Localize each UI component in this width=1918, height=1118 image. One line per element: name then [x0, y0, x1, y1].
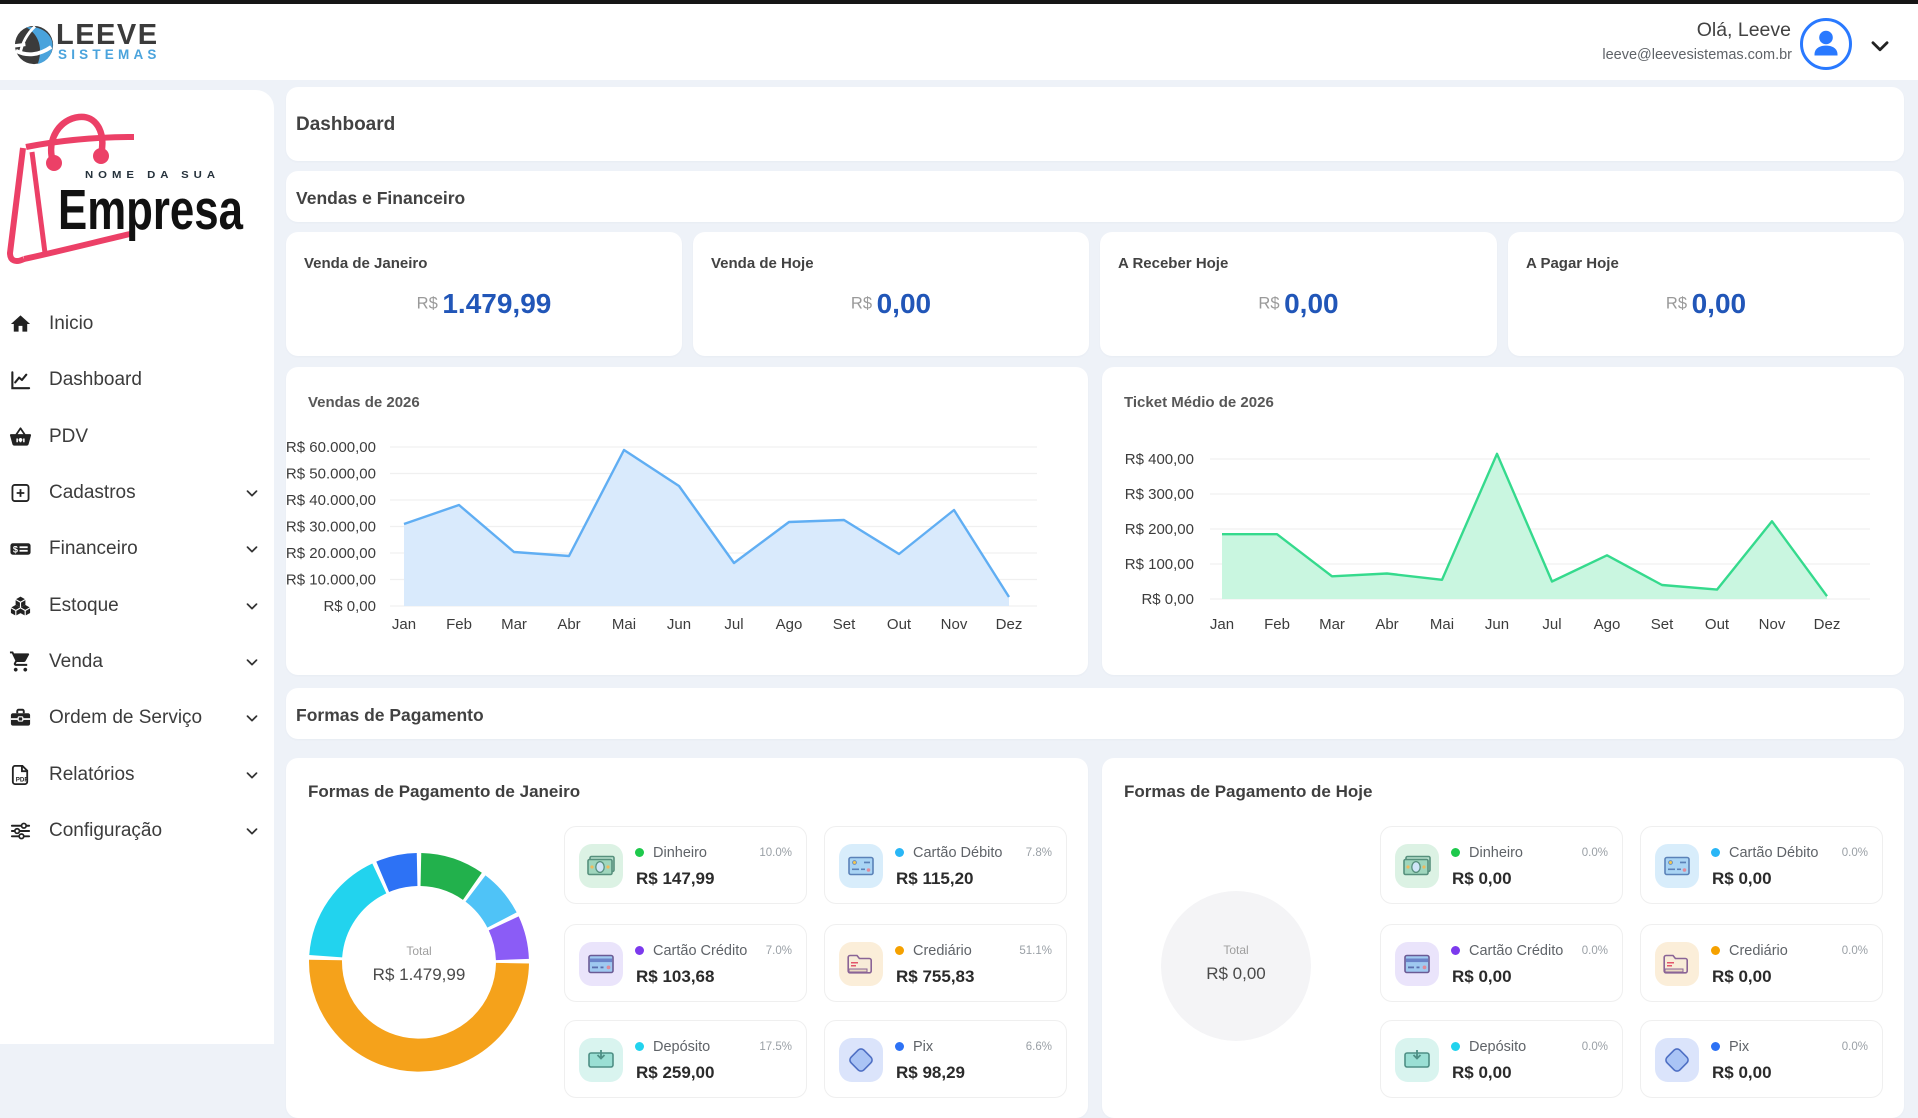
- svg-text:R$ 100,00: R$ 100,00: [1125, 556, 1194, 573]
- svg-text:Nov: Nov: [941, 616, 968, 633]
- svg-text:Mar: Mar: [501, 616, 527, 633]
- svg-text:R$ 0,00: R$ 0,00: [323, 598, 376, 615]
- svg-text:Dez: Dez: [1814, 616, 1841, 633]
- svg-text:Jul: Jul: [1542, 616, 1561, 633]
- svg-text:Ago: Ago: [1594, 616, 1621, 633]
- svg-text:Nov: Nov: [1759, 616, 1786, 633]
- svg-text:Jul: Jul: [724, 616, 743, 633]
- svg-text:Set: Set: [1651, 616, 1674, 633]
- svg-text:R$ 400,00: R$ 400,00: [1125, 451, 1194, 468]
- svg-text:R$ 20.000,00: R$ 20.000,00: [286, 545, 376, 562]
- svg-text:Jun: Jun: [1485, 616, 1509, 633]
- svg-text:Set: Set: [833, 616, 856, 633]
- svg-text:R$ 200,00: R$ 200,00: [1125, 521, 1194, 538]
- svg-text:R$ 10.000,00: R$ 10.000,00: [286, 572, 376, 589]
- svg-text:Mar: Mar: [1319, 616, 1345, 633]
- svg-text:Mai: Mai: [1430, 616, 1454, 633]
- svg-text:PDF: PDF: [16, 776, 29, 783]
- svg-text:NOME DA SUA: NOME DA SUA: [85, 169, 220, 181]
- svg-text:R$ 60.000,00: R$ 60.000,00: [286, 439, 376, 456]
- svg-text:R$ 40.000,00: R$ 40.000,00: [286, 492, 376, 509]
- svg-text:R$ 0,00: R$ 0,00: [1141, 591, 1194, 608]
- svg-text:Out: Out: [1705, 616, 1730, 633]
- svg-text:R$ 300,00: R$ 300,00: [1125, 486, 1194, 503]
- svg-text:Abr: Abr: [557, 616, 580, 633]
- svg-text:R$ 50.000,00: R$ 50.000,00: [286, 466, 376, 483]
- svg-text:Out: Out: [887, 616, 912, 633]
- svg-text:Feb: Feb: [1264, 616, 1290, 633]
- svg-text:Dez: Dez: [996, 616, 1023, 633]
- svg-text:Abr: Abr: [1375, 616, 1398, 633]
- svg-text:$: $: [13, 545, 18, 555]
- svg-text:Jun: Jun: [667, 616, 691, 633]
- svg-text:Ago: Ago: [776, 616, 803, 633]
- svg-text:Jan: Jan: [392, 616, 416, 633]
- svg-text:Empresa: Empresa: [58, 178, 244, 242]
- svg-text:Jan: Jan: [1210, 616, 1234, 633]
- svg-text:R$ 30.000,00: R$ 30.000,00: [286, 519, 376, 536]
- svg-text:Mai: Mai: [612, 616, 636, 633]
- svg-text:Feb: Feb: [446, 616, 472, 633]
